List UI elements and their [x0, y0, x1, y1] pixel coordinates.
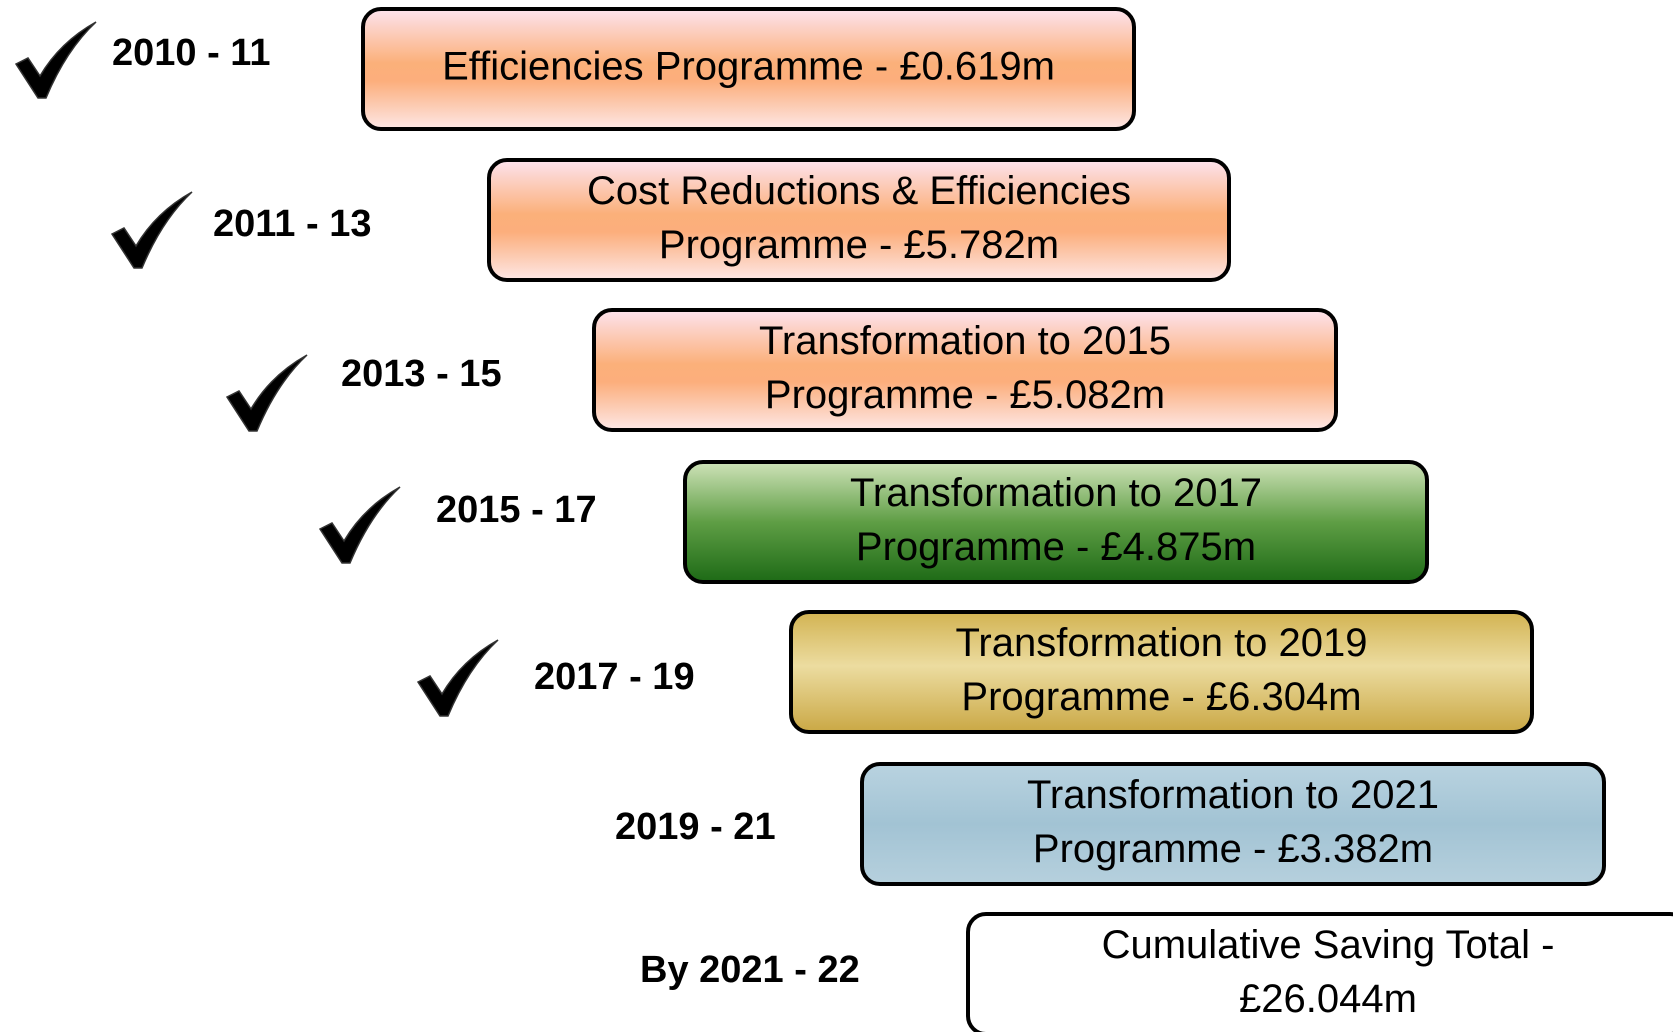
check-mark [225, 354, 308, 432]
programme-box [487, 158, 1231, 282]
programme-box [966, 912, 1673, 1032]
programme-text: Transformation to 2015 [759, 319, 1171, 363]
timeline-row: 2013 - 15 Transformation to 2015 Programme… [225, 308, 1338, 432]
check-mark [110, 191, 193, 269]
programme-text: Programme - £6.304m [961, 675, 1361, 719]
programme-text: Programme - £5.782m [659, 223, 1059, 267]
period-label: 2017 - 19 [534, 656, 695, 698]
period-label: 2019 - 21 [615, 806, 776, 848]
programme-text: Cost Reductions & Efficiencies [587, 169, 1131, 213]
timeline-row: 2011 - 13 Cost Reductions & Efficiencies P… [110, 158, 1231, 282]
check-mark [14, 21, 97, 99]
programme-text: £26.044m [1239, 977, 1417, 1021]
check-mark [318, 486, 401, 564]
timeline-row: 2017 - 19 Transformation to 2019 Programme… [416, 610, 1534, 734]
programme-text: Transformation to 2017 [850, 471, 1262, 515]
timeline-row: By 2021 - 22 Cumulative Saving Total - £26… [640, 912, 1673, 1032]
period-label: 2010 - 11 [112, 32, 270, 74]
timeline-row: 2015 - 17 Transformation to 2017 Programme… [318, 460, 1429, 584]
period-label: 2015 - 17 [436, 489, 597, 531]
programme-text: Programme - £5.082m [765, 373, 1165, 417]
check-mark [416, 639, 499, 717]
programme-text: Cumulative Saving Total - [1102, 923, 1555, 967]
programme-text: Transformation to 2019 [955, 621, 1367, 665]
programme-box [592, 308, 1338, 432]
programme-box [361, 7, 1136, 131]
programme-box [789, 610, 1534, 734]
programme-box [683, 460, 1429, 584]
programme-text: Programme - £4.875m [856, 525, 1256, 569]
programme-text: Efficiencies Programme - £0.619m [442, 45, 1055, 89]
period-label: 2011 - 13 [213, 203, 371, 245]
programme-box [860, 762, 1606, 886]
programme-text: Transformation to 2021 [1027, 773, 1439, 817]
period-label: 2013 - 15 [341, 353, 502, 395]
timeline-row: 2010 - 11 Efficiencies Programme - £0.619… [14, 7, 1136, 131]
programme-text: Programme - £3.382m [1033, 827, 1433, 871]
timeline-row: 2019 - 21 Transformation to 2021 Programme… [615, 762, 1606, 886]
period-label: By 2021 - 22 [640, 949, 860, 991]
